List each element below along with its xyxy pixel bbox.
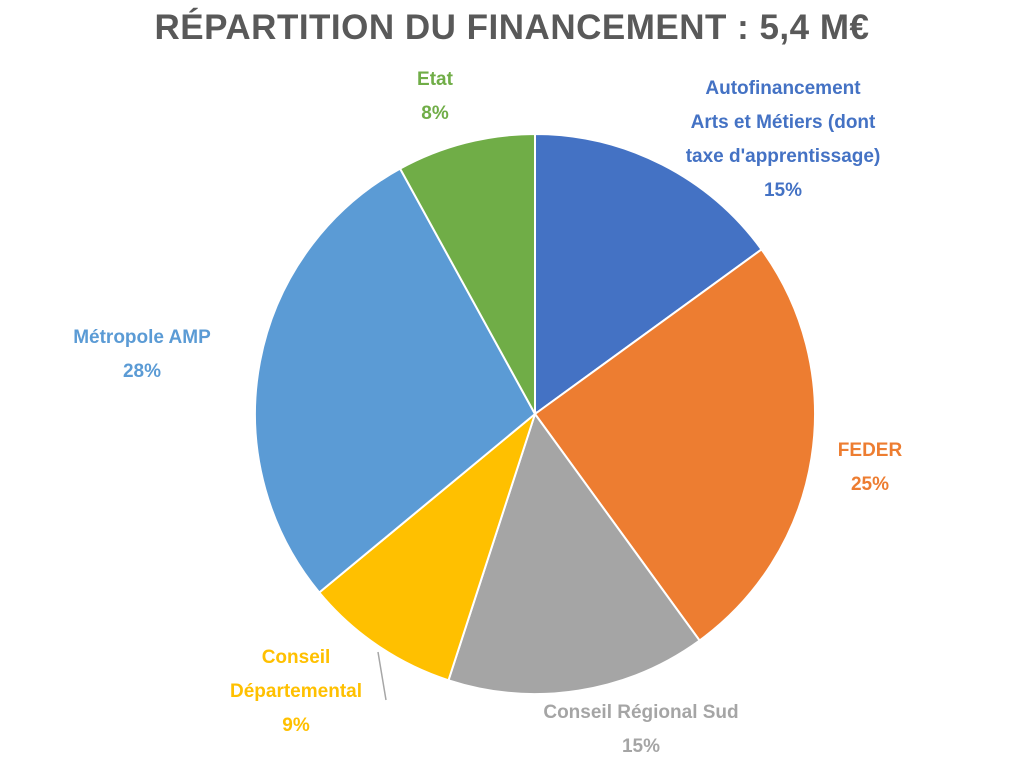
data-label-value: 8% xyxy=(421,103,449,124)
data-label-name: taxe d'apprentissage) xyxy=(685,146,881,167)
data-label: FEDER 25% xyxy=(720,434,1020,502)
leader-line xyxy=(377,651,387,701)
chart-title: RÉPARTITION DU FINANCEMENT : 5,4 M€ xyxy=(154,8,870,47)
data-label-name: Conseil Régional Sud xyxy=(543,702,739,723)
data-label-name: Autofinancement xyxy=(705,78,861,99)
data-label-name: Etat xyxy=(417,69,453,90)
data-label-value: 9% xyxy=(282,715,310,736)
pie-slice-1 xyxy=(533,248,816,642)
data-label-value: 15% xyxy=(763,180,803,201)
data-label: Etat 8% xyxy=(285,63,585,131)
pie-slice-3 xyxy=(317,411,538,682)
data-label-name: FEDER xyxy=(837,440,903,461)
data-label: Métropole AMP 28% xyxy=(0,321,292,389)
data-label-name: Départemental xyxy=(230,681,362,702)
data-label-name: Arts et Métiers (dont xyxy=(690,112,876,133)
pie-slice-2 xyxy=(447,411,701,695)
data-label-name: Métropole AMP xyxy=(73,327,211,348)
data-label-value: 28% xyxy=(122,361,162,382)
data-label: Conseil Départemental 9% xyxy=(146,641,446,743)
data-label-value: 25% xyxy=(850,474,890,495)
pie-slice-4 xyxy=(254,167,537,594)
pie-slice-0 xyxy=(534,132,763,416)
data-label-value: 15% xyxy=(621,736,661,757)
data-label-name: Conseil xyxy=(261,647,331,668)
pie-slice-5 xyxy=(398,132,536,415)
data-label: Conseil Régional Sud 15% xyxy=(491,696,791,764)
data-label: Autofinancement Arts et Métiers (dont taxe… xyxy=(633,72,933,208)
